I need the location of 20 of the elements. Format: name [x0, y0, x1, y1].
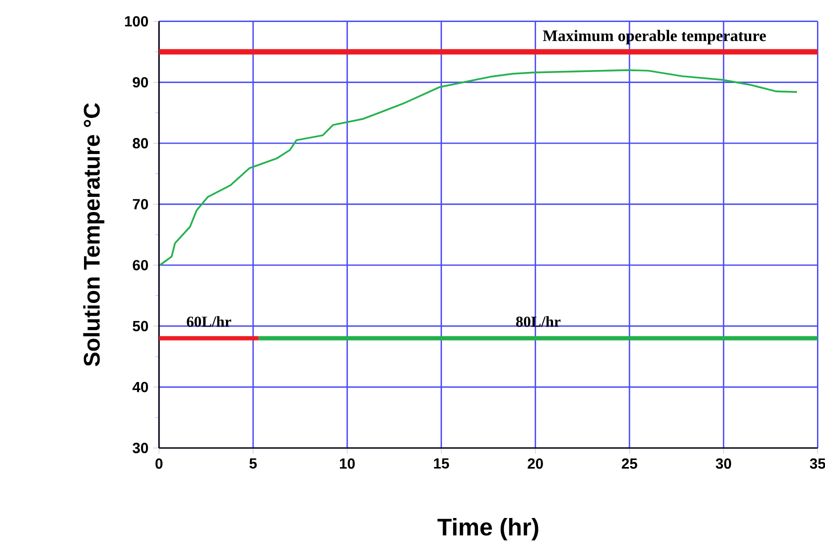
x-tick-label: 20	[528, 458, 543, 469]
x-tick-label: 15	[434, 458, 450, 469]
x-axis-title: Time (hr)	[437, 518, 538, 540]
x-tick-label: 0	[156, 458, 162, 469]
x-tick-label: 25	[622, 458, 638, 469]
y-tick-label: 70	[132, 199, 148, 210]
x-tick-label: 35	[810, 458, 825, 469]
y-tick-label: 40	[132, 382, 148, 392]
series-label: 60L/hr	[186, 316, 232, 327]
y-tick-label: 90	[132, 77, 148, 88]
x-tick-label: 5	[249, 458, 257, 469]
y-tick-label: 60	[132, 260, 148, 270]
line-series	[159, 69, 798, 266]
y-tick-label: 30	[132, 442, 148, 454]
y-tick-label: 100	[125, 16, 148, 27]
x-tick-label: 30	[716, 458, 732, 469]
x-tick-label: 10	[340, 458, 355, 469]
y-axis-title: Solution Temperature °C	[83, 103, 104, 366]
y-tick-label: 80	[132, 138, 148, 148]
y-tick-label: 50	[132, 320, 148, 332]
